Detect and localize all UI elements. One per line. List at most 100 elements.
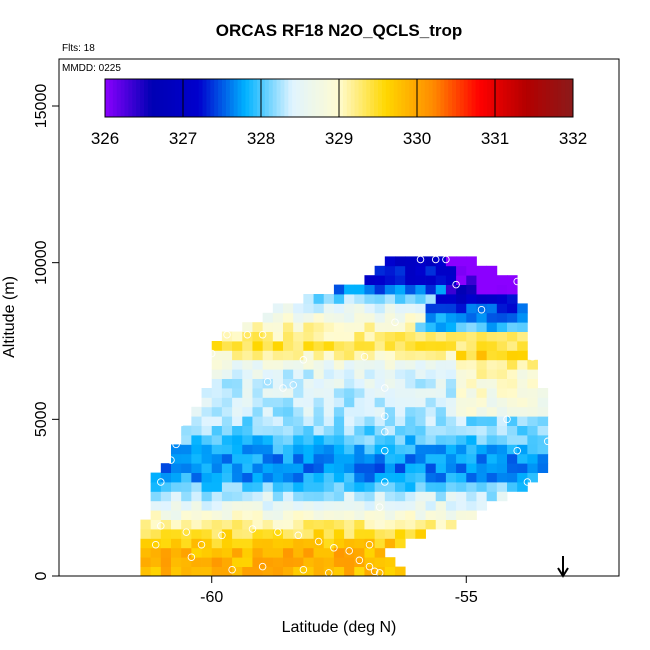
heatmap-cell	[333, 529, 345, 539]
heatmap-cell	[466, 397, 477, 408]
heatmap-cell	[160, 566, 172, 577]
heatmap-cell	[425, 359, 437, 370]
axes: -60 -55 0 5000 10000 15000	[33, 84, 478, 606]
heatmap-cell	[476, 463, 488, 473]
heatmap-cell	[374, 566, 386, 577]
heatmap-cell	[517, 453, 528, 464]
heatmap-cell	[242, 510, 253, 520]
heatmap-cell	[435, 406, 447, 417]
heatmap-cell	[201, 482, 213, 492]
heatmap-cell	[405, 500, 416, 511]
heatmap-cell	[364, 388, 376, 398]
heatmap-cell	[507, 472, 518, 483]
heatmap-cell	[323, 322, 335, 332]
heatmap-cell	[445, 519, 457, 530]
sample-point	[370, 567, 379, 576]
heatmap-cell	[303, 312, 314, 323]
colorbar-segment	[268, 79, 274, 117]
heatmap-cell	[517, 463, 528, 473]
colorbar-segment	[108, 79, 114, 117]
sample-point	[263, 377, 272, 386]
heatmap-cell	[232, 510, 243, 520]
heatmap-cell	[527, 472, 538, 483]
heatmap-cell	[354, 406, 365, 417]
heatmap-cell	[303, 416, 314, 426]
heatmap-cell	[405, 322, 416, 332]
colorbar-segment	[350, 79, 355, 117]
sample-point	[157, 478, 165, 486]
heatmap-cell	[496, 350, 508, 361]
heatmap-cell	[313, 529, 325, 539]
heatmap-cell	[293, 491, 304, 502]
heatmap-cell	[160, 510, 172, 520]
heatmap-cell	[221, 491, 233, 502]
heatmap-cell	[272, 359, 284, 370]
heatmap-cell	[405, 359, 416, 370]
heatmap-cell	[435, 482, 447, 492]
heatmap-cell	[303, 294, 314, 304]
heatmap-cell	[445, 482, 457, 492]
heatmap-cell	[384, 275, 396, 285]
heatmap-cell	[211, 482, 223, 492]
heatmap-cell	[344, 284, 355, 295]
heatmap-cell	[466, 425, 477, 436]
heatmap-cell	[476, 341, 488, 351]
heatmap-cell	[466, 350, 477, 361]
heatmap-cell	[354, 359, 365, 370]
heatmap-cell	[150, 491, 162, 502]
heatmap-cell	[201, 425, 213, 436]
heatmap-cell	[435, 500, 447, 511]
heatmap-cell	[333, 547, 345, 558]
heatmap-cell	[211, 359, 223, 370]
heatmap-cell	[354, 519, 365, 530]
heatmap-cell	[425, 444, 437, 455]
heatmap-cell	[384, 256, 396, 267]
heatmap-cell	[140, 547, 152, 558]
heatmap-cell	[252, 369, 264, 379]
heatmap-cell	[405, 510, 416, 520]
heatmap-cell	[242, 331, 253, 342]
heatmap-cell	[486, 435, 498, 445]
heatmap-cell	[364, 275, 376, 285]
heatmap-cell	[354, 566, 365, 577]
heatmap-cell	[232, 350, 243, 361]
sample-point	[345, 547, 353, 555]
heatmap-cell	[252, 331, 264, 342]
heatmap-cell	[242, 566, 253, 577]
heatmap-cell	[435, 294, 447, 304]
heatmap-cell	[232, 529, 243, 539]
heatmap-cell	[344, 406, 355, 417]
heatmap-cell	[323, 547, 335, 558]
heatmap-cell	[466, 491, 477, 502]
heatmap-cell	[405, 472, 416, 483]
colorbar-segment	[105, 79, 110, 117]
heatmap-cell	[283, 463, 294, 473]
heatmap-cell	[160, 547, 172, 558]
heatmap-cell	[242, 388, 253, 398]
heatmap-cell	[293, 566, 304, 577]
heatmap-cell	[395, 453, 406, 464]
heatmap-cell	[344, 312, 355, 323]
heatmap-cell	[364, 378, 376, 389]
colorbar-segment	[378, 79, 383, 117]
heatmap-cell	[415, 510, 426, 520]
heatmap-cell	[181, 425, 192, 436]
heatmap-cell	[456, 388, 467, 398]
heatmap-cell	[303, 491, 314, 502]
heatmap-cell	[333, 566, 345, 577]
heatmap-cell	[333, 444, 345, 455]
heatmap-cell	[466, 444, 477, 455]
heatmap-cell	[201, 388, 213, 398]
heatmap-cell	[333, 510, 345, 520]
heatmap-cell	[262, 416, 274, 426]
heatmap-cell	[354, 510, 365, 520]
heatmap-cell	[486, 388, 498, 398]
sample-point	[187, 553, 196, 561]
sample-point	[523, 478, 532, 486]
heatmap-cell	[507, 294, 518, 304]
heatmap-cell	[262, 519, 274, 530]
heatmap-cell	[293, 435, 304, 445]
heatmap-cell	[415, 294, 426, 304]
heatmap-cell	[354, 312, 365, 323]
y-tick-label: 5000	[33, 401, 50, 437]
